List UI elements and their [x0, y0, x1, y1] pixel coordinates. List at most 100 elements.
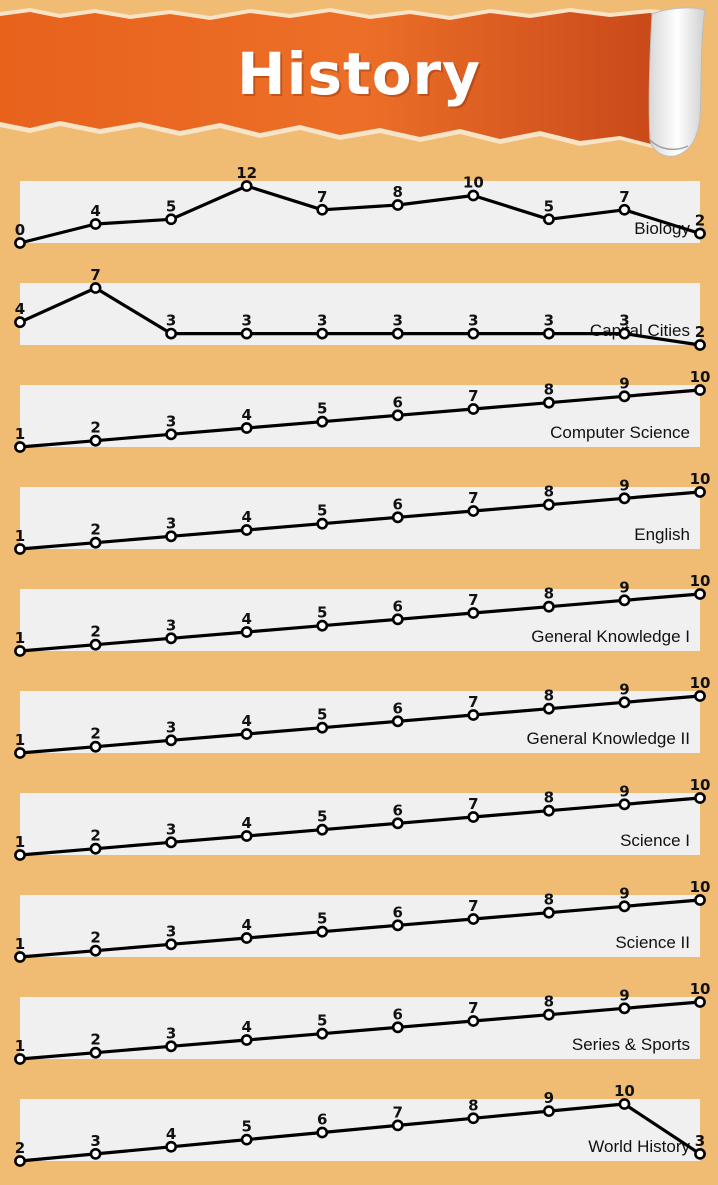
data-point	[316, 823, 329, 836]
series-label: General Knowledge II	[527, 729, 691, 748]
subject-chart: Biology 0 4 5 12 7 8 10 5 7 2	[14, 164, 706, 249]
data-label: 9	[619, 374, 629, 392]
data-point	[14, 237, 26, 249]
data-point	[316, 415, 329, 428]
data-label: 2	[90, 521, 100, 539]
data-point	[618, 203, 631, 216]
data-label: 4	[241, 712, 251, 730]
data-label: 4	[166, 1125, 176, 1143]
data-label: 7	[468, 693, 478, 711]
series-label: World History	[588, 1137, 690, 1156]
data-point	[542, 906, 555, 919]
data-label: 7	[393, 1103, 403, 1121]
data-point	[165, 632, 178, 645]
data-point	[391, 1119, 404, 1132]
data-label: 3	[619, 312, 629, 330]
data-point	[694, 690, 706, 702]
data-label: 12	[236, 164, 257, 182]
series-line	[18, 388, 702, 449]
data-point	[391, 409, 404, 422]
subject-chart: General Knowledge I 1 2 3 4 5 6 7 8 9 10	[14, 572, 710, 657]
data-point	[316, 1126, 329, 1139]
data-point	[165, 213, 178, 226]
data-label: 5	[317, 910, 327, 928]
series-label: General Knowledge I	[531, 627, 690, 646]
data-label: 6	[393, 597, 403, 615]
data-point	[14, 1155, 26, 1167]
data-point	[618, 798, 631, 811]
data-label: 8	[544, 687, 554, 705]
series-label: Computer Science	[550, 423, 690, 442]
data-point	[240, 422, 253, 434]
data-point	[316, 203, 329, 216]
data-label: 10	[463, 174, 484, 192]
data-label: 3	[695, 1132, 705, 1150]
data-point	[165, 1140, 178, 1153]
data-point	[467, 189, 480, 202]
data-point	[165, 327, 178, 340]
data-point	[467, 709, 480, 721]
data-label: 7	[317, 188, 327, 206]
data-label: 10	[614, 1082, 635, 1100]
data-label: 7	[468, 795, 478, 813]
data-label: 6	[317, 1111, 327, 1129]
data-point	[542, 1105, 555, 1118]
data-point	[165, 1040, 178, 1053]
data-label: 3	[166, 412, 176, 430]
data-point	[467, 403, 480, 415]
data-label: 5	[166, 197, 176, 215]
data-point	[694, 894, 706, 906]
data-label: 2	[90, 725, 100, 743]
data-point	[618, 594, 631, 607]
data-label: 8	[544, 585, 554, 603]
data-label: 1	[15, 629, 25, 647]
data-point	[165, 734, 178, 747]
data-point	[316, 619, 329, 632]
data-label: 3	[393, 312, 403, 330]
data-point	[89, 740, 102, 753]
data-label: 4	[241, 916, 251, 934]
data-point	[618, 492, 631, 505]
data-point	[391, 199, 404, 211]
data-label: 8	[544, 993, 554, 1011]
subject-chart: General Knowledge II 1 2 3 4 5 6 7 8 9 10	[14, 674, 710, 759]
data-point	[14, 1053, 26, 1065]
data-point	[694, 792, 706, 804]
data-label: 9	[619, 986, 629, 1004]
data-label: 4	[241, 406, 251, 424]
data-label: 10	[690, 368, 711, 386]
data-point	[467, 811, 480, 823]
data-label: 2	[90, 419, 100, 437]
data-label: 7	[468, 591, 478, 609]
data-label: 9	[619, 680, 629, 698]
subject-chart: English 1 2 3 4 5 6 7 8 9 10	[14, 470, 711, 555]
data-point	[14, 441, 26, 453]
data-label: 7	[468, 489, 478, 507]
data-label: 6	[393, 495, 403, 513]
data-label: 9	[619, 476, 629, 494]
subject-chart: Series & Sports 1 2 3 4 5 6 7 8 9 10	[14, 980, 710, 1065]
data-label: 5	[317, 808, 327, 826]
data-label: 3	[544, 312, 554, 330]
data-label: 10	[690, 470, 711, 488]
data-label: 10	[690, 878, 711, 896]
data-label: 6	[393, 801, 403, 819]
series-line	[18, 796, 702, 857]
data-label: 3	[241, 312, 251, 330]
series-line	[18, 592, 702, 653]
data-point	[618, 1002, 631, 1015]
data-point	[694, 486, 706, 498]
data-point	[240, 626, 253, 638]
data-label: 5	[544, 197, 554, 215]
data-label: 9	[619, 782, 629, 800]
data-point	[694, 384, 706, 396]
data-point	[89, 282, 102, 294]
subject-chart: World History 2 3 4 5 6 7 8 9 10 3	[14, 1082, 706, 1167]
data-label: 5	[317, 1012, 327, 1030]
data-point	[391, 327, 404, 340]
data-point	[542, 498, 555, 511]
data-point	[89, 1046, 102, 1059]
data-label: 5	[317, 604, 327, 622]
data-point	[391, 817, 404, 830]
data-point	[694, 996, 706, 1008]
